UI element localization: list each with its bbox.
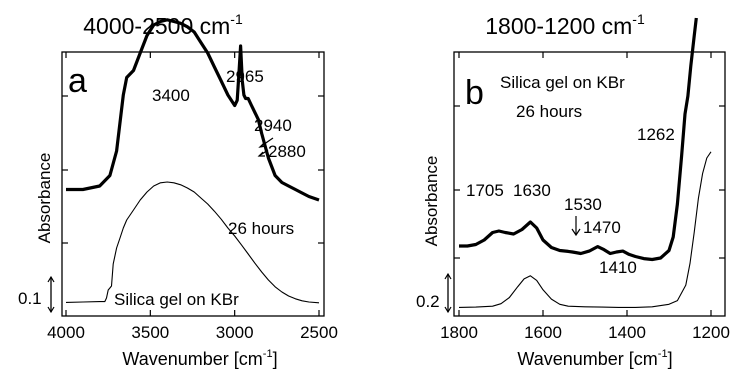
series-label-silica-gel-on-kbr: Silica gel on KBr [114,290,239,309]
panel-a: 4000-2500 cm-1 a Absorbance Wavenumber [… [18,11,338,369]
panel-a-x-axis-label: Wavenumber [cm-1] [122,348,277,369]
peak-label-2940: 2940 [254,116,292,135]
panel-a-scale-bar-label: 0.1 [18,289,42,308]
panel-b: 1800-1200 cm-1 b Absorbance Wavenumber [… [416,11,730,369]
panel-b-scale-bar-arrowhead [444,272,452,280]
panel-b-label: b [465,74,484,112]
panel-b-series-thin-line [458,151,712,308]
series-label-silica-gel-on-kbr-b: Silica gel on KBr [500,73,625,92]
panel-b-x-tick-label: 1400 [608,323,646,342]
panel-b-title: 1800-1200 cm-1 [485,11,645,39]
peak-label-1470: 1470 [583,218,621,237]
panel-a-y-axis-label: Absorbance [35,153,54,244]
arrow-head-2880 [257,151,265,157]
panel-a-x-tick-label: 4000 [47,323,85,342]
panel-b-x-axis-label: Wavenumber [cm-1] [517,348,672,369]
peak-label-1705: 1705 [466,181,504,200]
panel-a-plot-frame [61,51,325,317]
panel-b-y-axis-label: Absorbance [422,156,441,247]
panel-a-x-tick-label: 2500 [300,323,338,342]
panel-a-series-thin-line [65,181,320,304]
panel-b-x-tick-label: 1600 [524,323,562,342]
panel-a-scale-bar-arrowhead [47,275,55,283]
panel-b-scale-bar-arrowhead [444,306,452,314]
panel-a-scale-bar-arrowhead [47,306,55,314]
panel-a-x-tick-label: 3500 [131,323,169,342]
peak-label-1410: 1410 [599,258,637,277]
panel-b-x-tick-label: 1800 [440,323,478,342]
panel-a-label: a [68,62,87,100]
panel-b-series-thick-line [459,17,698,262]
arrow-head-2940 [258,142,267,148]
panel-a-series-thick-line [66,18,320,202]
series-label-26-hours-b: 26 hours [516,102,582,121]
series-label-26-hours: 26 hours [228,219,294,238]
peak-label-2965: 2965 [226,67,264,86]
peak-label-1262: 1262 [637,125,675,144]
panel-b-x-tick-label: 1200 [692,323,730,342]
panel-b-scale-bar-label: 0.2 [416,292,440,311]
panel-a-title: 4000-2500 cm-1 [83,11,243,39]
panel-a-x-tick-label: 3000 [216,323,254,342]
peak-label-1530: 1530 [564,195,602,214]
peak-label-3400: 3400 [152,86,190,105]
panel-b-plot-frame [453,51,726,317]
peak-label-2880: 2880 [268,142,306,161]
arrow-head-1530 [571,228,581,237]
peak-label-1630: 1630 [513,181,551,200]
